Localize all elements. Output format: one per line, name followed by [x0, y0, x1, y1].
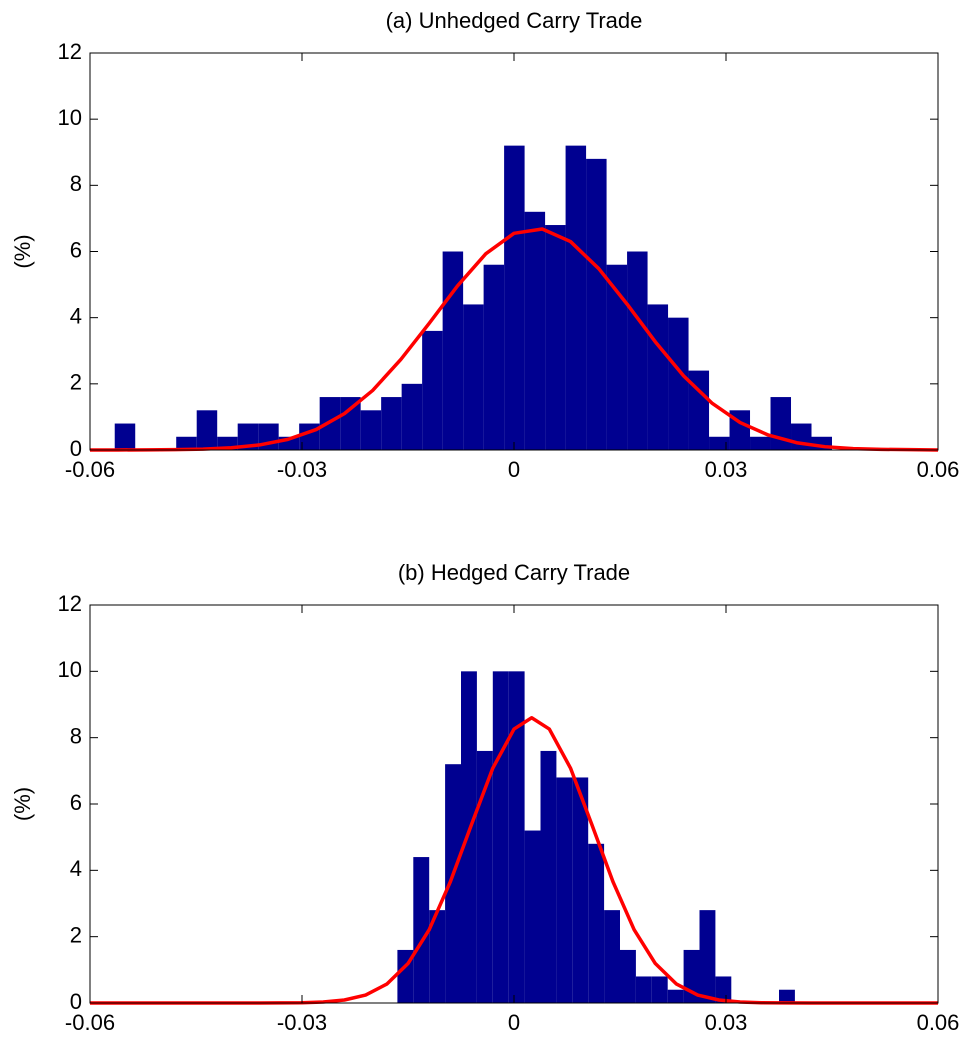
- y-tick-label: 6: [70, 790, 82, 815]
- bar: [422, 330, 443, 450]
- bar: [572, 777, 589, 1003]
- x-tick-label: 0: [508, 457, 520, 482]
- bar: [545, 225, 566, 450]
- bar: [114, 423, 136, 450]
- y-tick-label: 4: [70, 856, 82, 881]
- bar: [688, 370, 710, 450]
- bar: [237, 423, 259, 450]
- bar: [524, 211, 546, 450]
- x-tick-label: 0.03: [705, 1010, 748, 1035]
- x-tick-label: -0.06: [65, 457, 115, 482]
- bar: [381, 397, 402, 450]
- bar: [504, 145, 525, 450]
- x-tick-label: -0.06: [65, 1010, 115, 1035]
- bar: [492, 671, 509, 1003]
- y-tick-label: 4: [70, 303, 82, 328]
- bar: [413, 857, 430, 1003]
- bar: [606, 264, 628, 450]
- y-tick-label: 8: [70, 723, 82, 748]
- bar: [651, 976, 668, 1003]
- bar: [476, 750, 493, 1003]
- x-tick-label: -0.03: [277, 1010, 327, 1035]
- y-axis-label: (%): [10, 234, 35, 268]
- bar: [445, 764, 461, 1003]
- bar: [524, 830, 541, 1003]
- bar: [779, 989, 795, 1003]
- x-tick-label: 0: [508, 1010, 520, 1035]
- bar: [750, 436, 771, 450]
- bar: [709, 436, 730, 450]
- y-tick-label: 12: [58, 591, 82, 616]
- bar: [508, 671, 525, 1003]
- y-tick-label: 2: [70, 922, 82, 947]
- y-tick-label: 10: [58, 105, 82, 130]
- bar: [540, 750, 557, 1003]
- y-tick-label: 12: [58, 39, 82, 64]
- bar: [586, 158, 607, 450]
- bar: [401, 383, 423, 450]
- bar: [668, 317, 689, 450]
- bar: [667, 989, 684, 1003]
- x-tick-label: -0.03: [277, 457, 327, 482]
- y-tick-label: 0: [70, 436, 82, 461]
- y-axis-label: (%): [10, 787, 35, 821]
- bar: [360, 410, 382, 450]
- y-tick-label: 8: [70, 171, 82, 196]
- fit-curve: [89, 227, 939, 452]
- y-tick-label: 2: [70, 370, 82, 395]
- bar: [463, 304, 484, 450]
- bar: [635, 976, 652, 1003]
- x-tick-label: 0.06: [917, 1010, 960, 1035]
- chart-title: (a) Unhedged Carry Trade: [386, 8, 643, 33]
- bar: [565, 145, 587, 450]
- bar: [461, 671, 477, 1003]
- bar: [176, 436, 197, 450]
- bar: [715, 976, 732, 1003]
- bar: [604, 910, 620, 1003]
- bar: [627, 251, 648, 450]
- fit-curve: [90, 716, 938, 1005]
- y-tick-label: 0: [70, 989, 82, 1014]
- bar: [196, 410, 218, 450]
- bar: [620, 949, 636, 1003]
- y-tick-label: 10: [58, 657, 82, 682]
- bar: [647, 304, 669, 450]
- x-tick-label: 0.03: [705, 457, 748, 482]
- y-tick-label: 6: [70, 237, 82, 262]
- bar: [699, 910, 716, 1003]
- bar: [483, 264, 505, 450]
- x-tick-label: 0.06: [917, 457, 960, 482]
- chart-title: (b) Hedged Carry Trade: [398, 560, 630, 585]
- bar: [340, 397, 361, 450]
- bar: [588, 843, 605, 1003]
- bar: [556, 777, 573, 1003]
- bar: [429, 910, 446, 1003]
